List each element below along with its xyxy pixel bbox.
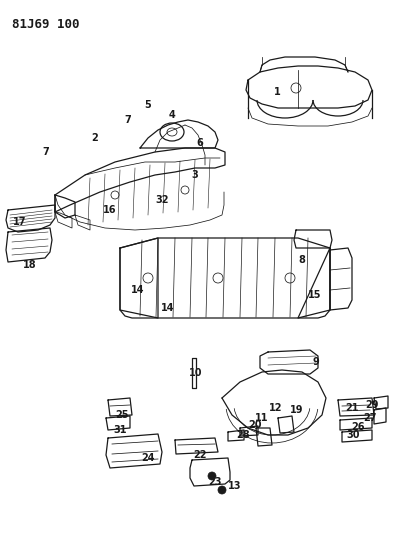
Text: 32: 32 xyxy=(155,195,169,205)
Text: 3: 3 xyxy=(192,170,198,180)
Text: 15: 15 xyxy=(308,290,322,300)
Text: 13: 13 xyxy=(228,481,242,491)
Text: 9: 9 xyxy=(313,357,319,367)
Text: 21: 21 xyxy=(345,403,359,413)
Text: 7: 7 xyxy=(125,115,131,125)
Text: 14: 14 xyxy=(131,285,145,295)
Text: 26: 26 xyxy=(351,422,365,432)
Text: 25: 25 xyxy=(115,410,129,420)
Text: 31: 31 xyxy=(113,425,127,435)
Text: 17: 17 xyxy=(13,217,27,227)
Text: 1: 1 xyxy=(274,87,280,97)
Text: 30: 30 xyxy=(346,430,360,440)
Text: 5: 5 xyxy=(145,100,151,110)
Circle shape xyxy=(218,486,226,494)
Text: 10: 10 xyxy=(189,368,203,378)
Text: 24: 24 xyxy=(141,453,155,463)
Text: 6: 6 xyxy=(197,138,203,148)
Text: 19: 19 xyxy=(290,405,304,415)
Text: 16: 16 xyxy=(103,205,117,215)
Text: 27: 27 xyxy=(363,413,377,423)
Text: 2: 2 xyxy=(92,133,98,143)
Circle shape xyxy=(208,472,216,480)
Text: 7: 7 xyxy=(43,147,49,157)
Text: 29: 29 xyxy=(365,400,379,410)
Text: 4: 4 xyxy=(169,110,175,120)
Text: 8: 8 xyxy=(298,255,306,265)
Text: 23: 23 xyxy=(208,477,222,487)
Text: 11: 11 xyxy=(255,413,269,423)
Text: 20: 20 xyxy=(248,420,262,430)
Text: 81J69 100: 81J69 100 xyxy=(12,18,80,31)
Text: 12: 12 xyxy=(269,403,283,413)
Text: 22: 22 xyxy=(193,450,207,460)
Text: 14: 14 xyxy=(161,303,175,313)
Text: 28: 28 xyxy=(236,430,250,440)
Text: 18: 18 xyxy=(23,260,37,270)
